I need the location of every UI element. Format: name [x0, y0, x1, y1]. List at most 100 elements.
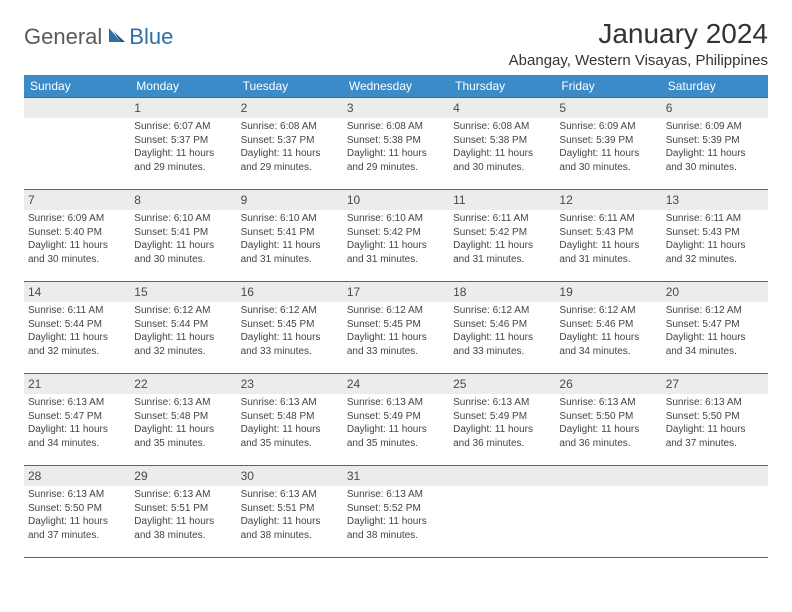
calendar-week: 21Sunrise: 6:13 AMSunset: 5:47 PMDayligh… [24, 374, 768, 466]
day-number: 8 [130, 190, 236, 210]
calendar-cell: 12Sunrise: 6:11 AMSunset: 5:43 PMDayligh… [555, 190, 661, 282]
calendar-table: SundayMondayTuesdayWednesdayThursdayFrid… [24, 75, 768, 558]
title-block: January 2024 Abangay, Western Visayas, P… [509, 18, 768, 69]
day-number: 28 [24, 466, 130, 486]
calendar-cell: 13Sunrise: 6:11 AMSunset: 5:43 PMDayligh… [662, 190, 768, 282]
day-number: 30 [237, 466, 343, 486]
sunrise-text: Sunrise: 6:13 AM [241, 488, 339, 502]
day-number-empty [24, 98, 130, 118]
daylight-text: and 38 minutes. [134, 529, 232, 543]
calendar-cell: 17Sunrise: 6:12 AMSunset: 5:45 PMDayligh… [343, 282, 449, 374]
sunset-text: Sunset: 5:38 PM [453, 134, 551, 148]
calendar-cell: 2Sunrise: 6:08 AMSunset: 5:37 PMDaylight… [237, 98, 343, 190]
logo: General Blue [24, 24, 173, 50]
daylight-text: and 30 minutes. [453, 161, 551, 175]
calendar-cell: 18Sunrise: 6:12 AMSunset: 5:46 PMDayligh… [449, 282, 555, 374]
daylight-text: and 32 minutes. [134, 345, 232, 359]
day-header: Monday [130, 75, 236, 98]
sunset-text: Sunset: 5:42 PM [453, 226, 551, 240]
sunset-text: Sunset: 5:51 PM [241, 502, 339, 516]
daylight-text: and 31 minutes. [453, 253, 551, 267]
daylight-text: and 30 minutes. [559, 161, 657, 175]
day-number-empty [555, 466, 661, 486]
sunset-text: Sunset: 5:44 PM [134, 318, 232, 332]
sunrise-text: Sunrise: 6:13 AM [134, 396, 232, 410]
logo-text-blue: Blue [129, 24, 173, 50]
daylight-text: Daylight: 11 hours [453, 147, 551, 161]
logo-text-general: General [24, 24, 102, 50]
calendar-body: 1Sunrise: 6:07 AMSunset: 5:37 PMDaylight… [24, 98, 768, 558]
sunset-text: Sunset: 5:40 PM [28, 226, 126, 240]
daylight-text: Daylight: 11 hours [559, 423, 657, 437]
day-number: 4 [449, 98, 555, 118]
calendar-cell: 27Sunrise: 6:13 AMSunset: 5:50 PMDayligh… [662, 374, 768, 466]
daylight-text: and 29 minutes. [347, 161, 445, 175]
daylight-text: and 35 minutes. [134, 437, 232, 451]
day-number: 27 [662, 374, 768, 394]
daylight-text: Daylight: 11 hours [347, 515, 445, 529]
day-number: 25 [449, 374, 555, 394]
sunset-text: Sunset: 5:46 PM [453, 318, 551, 332]
sunset-text: Sunset: 5:37 PM [134, 134, 232, 148]
daylight-text: and 34 minutes. [559, 345, 657, 359]
sunrise-text: Sunrise: 6:13 AM [559, 396, 657, 410]
day-number: 6 [662, 98, 768, 118]
daylight-text: Daylight: 11 hours [559, 331, 657, 345]
sunrise-text: Sunrise: 6:07 AM [134, 120, 232, 134]
daylight-text: Daylight: 11 hours [453, 239, 551, 253]
day-number: 19 [555, 282, 661, 302]
sunrise-text: Sunrise: 6:11 AM [559, 212, 657, 226]
daylight-text: Daylight: 11 hours [241, 331, 339, 345]
daylight-text: and 32 minutes. [666, 253, 764, 267]
sunrise-text: Sunrise: 6:12 AM [666, 304, 764, 318]
sunrise-text: Sunrise: 6:08 AM [347, 120, 445, 134]
calendar-cell: 25Sunrise: 6:13 AMSunset: 5:49 PMDayligh… [449, 374, 555, 466]
calendar-cell: 16Sunrise: 6:12 AMSunset: 5:45 PMDayligh… [237, 282, 343, 374]
calendar-cell: 8Sunrise: 6:10 AMSunset: 5:41 PMDaylight… [130, 190, 236, 282]
sunset-text: Sunset: 5:47 PM [28, 410, 126, 424]
daylight-text: and 38 minutes. [241, 529, 339, 543]
daylight-text: and 33 minutes. [241, 345, 339, 359]
day-header: Saturday [662, 75, 768, 98]
sunset-text: Sunset: 5:43 PM [666, 226, 764, 240]
daylight-text: and 31 minutes. [559, 253, 657, 267]
day-number: 24 [343, 374, 449, 394]
day-number: 10 [343, 190, 449, 210]
sunrise-text: Sunrise: 6:12 AM [347, 304, 445, 318]
sunset-text: Sunset: 5:45 PM [241, 318, 339, 332]
sunset-text: Sunset: 5:43 PM [559, 226, 657, 240]
daylight-text: Daylight: 11 hours [134, 515, 232, 529]
daylight-text: Daylight: 11 hours [347, 147, 445, 161]
daylight-text: Daylight: 11 hours [241, 147, 339, 161]
calendar-cell: 21Sunrise: 6:13 AMSunset: 5:47 PMDayligh… [24, 374, 130, 466]
sunrise-text: Sunrise: 6:13 AM [134, 488, 232, 502]
sunrise-text: Sunrise: 6:09 AM [28, 212, 126, 226]
daylight-text: Daylight: 11 hours [453, 423, 551, 437]
daylight-text: and 32 minutes. [28, 345, 126, 359]
daylight-text: Daylight: 11 hours [134, 239, 232, 253]
sunrise-text: Sunrise: 6:13 AM [28, 396, 126, 410]
sunrise-text: Sunrise: 6:08 AM [453, 120, 551, 134]
calendar-cell: 20Sunrise: 6:12 AMSunset: 5:47 PMDayligh… [662, 282, 768, 374]
sunset-text: Sunset: 5:52 PM [347, 502, 445, 516]
daylight-text: and 36 minutes. [453, 437, 551, 451]
day-number: 3 [343, 98, 449, 118]
sunset-text: Sunset: 5:41 PM [241, 226, 339, 240]
day-number: 23 [237, 374, 343, 394]
calendar-cell: 14Sunrise: 6:11 AMSunset: 5:44 PMDayligh… [24, 282, 130, 374]
sunset-text: Sunset: 5:42 PM [347, 226, 445, 240]
sunrise-text: Sunrise: 6:13 AM [241, 396, 339, 410]
sunset-text: Sunset: 5:51 PM [134, 502, 232, 516]
sunset-text: Sunset: 5:39 PM [666, 134, 764, 148]
daylight-text: and 29 minutes. [241, 161, 339, 175]
calendar-cell: 5Sunrise: 6:09 AMSunset: 5:39 PMDaylight… [555, 98, 661, 190]
calendar-cell: 22Sunrise: 6:13 AMSunset: 5:48 PMDayligh… [130, 374, 236, 466]
location-subtitle: Abangay, Western Visayas, Philippines [509, 52, 768, 69]
sunset-text: Sunset: 5:50 PM [28, 502, 126, 516]
sunrise-text: Sunrise: 6:10 AM [241, 212, 339, 226]
calendar-cell: 1Sunrise: 6:07 AMSunset: 5:37 PMDaylight… [130, 98, 236, 190]
daylight-text: Daylight: 11 hours [453, 331, 551, 345]
daylight-text: and 31 minutes. [347, 253, 445, 267]
logo-sail-icon [107, 25, 127, 50]
daylight-text: Daylight: 11 hours [134, 423, 232, 437]
